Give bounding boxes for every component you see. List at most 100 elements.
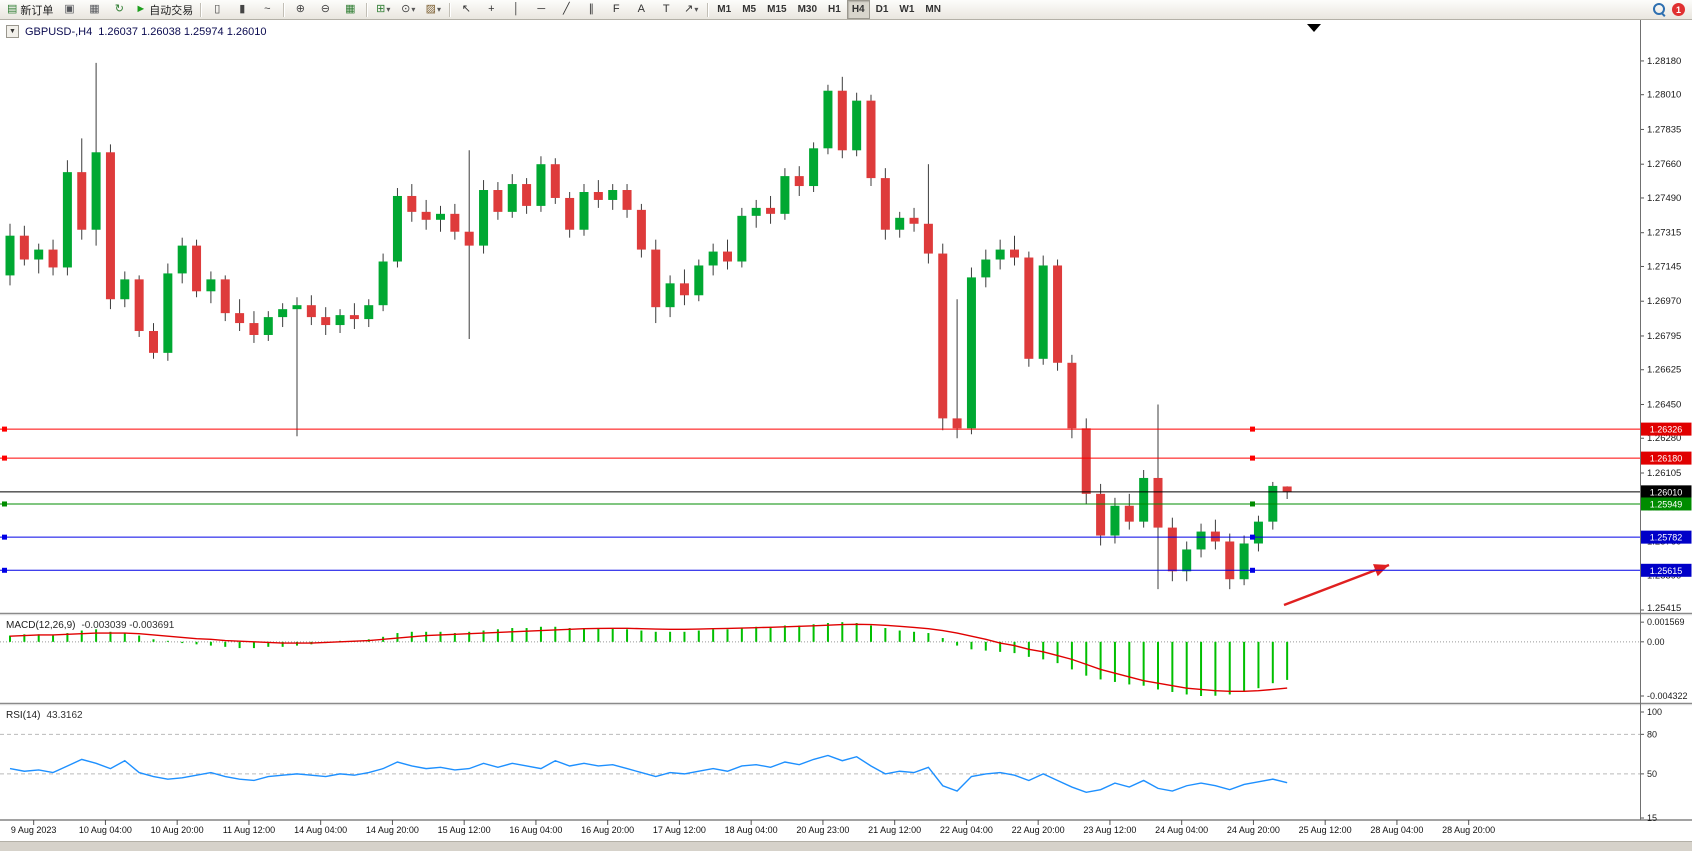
svg-text:24 Aug 04:00: 24 Aug 04:00 (1155, 825, 1208, 835)
rsi-layer: 100 80 50 15 (0, 707, 1662, 823)
svg-text:1.25415: 1.25415 (1647, 603, 1681, 614)
candlestick-chart-button[interactable]: ▮ (230, 0, 254, 19)
text-icon: A (637, 3, 645, 15)
resistance-line-1-badge (1640, 422, 1692, 436)
svg-text:9 Aug 2023: 9 Aug 2023 (11, 825, 57, 835)
levels-layer[interactable]: 1.26326 1.26180 1.26010 1.25949 1.25782 1.256… (0, 422, 1692, 577)
svg-text:20 Aug 23:00: 20 Aug 23:00 (796, 825, 849, 835)
frame-layer (0, 20, 1692, 820)
svg-text:15: 15 (1647, 813, 1657, 823)
svg-text:14 Aug 04:00: 14 Aug 04:00 (294, 825, 347, 835)
toolbar-right-icons: 1 (1652, 2, 1688, 17)
timeframe-m15-button[interactable]: M15 (767, 4, 787, 15)
svg-text:16 Aug 04:00: 16 Aug 04:00 (509, 825, 562, 835)
chart-title: ▼ GBPUSD-,H4 1.26037 1.26038 1.25974 1.2… (6, 25, 266, 38)
main-toolbar: ▤ 新订单 ▣ ▦ ↻ ► 自动交易 ▯ ▮ ~ ⊕ ⊖ ▦ ⊞ ▾ ⊙ ▾ ▨ ▾ ↖ + │ ─ ╱ ∥ F A T ↗ ▾ M1 M5 M… (0, 0, 1692, 20)
svg-text:16 Aug 20:00: 16 Aug 20:00 (581, 825, 634, 835)
refresh-icon: ↻ (114, 3, 125, 15)
axis-layer: 1.28180 1.28010 1.27835 1.27660 1.27490 1.273… (0, 56, 1692, 835)
horizontal-line-icon: ─ (537, 3, 546, 15)
svg-text:1.26010: 1.26010 (1650, 487, 1683, 497)
profiles-button[interactable]: ▦ (82, 0, 106, 19)
timeframe-mn-button[interactable]: MN (925, 4, 941, 15)
chart-windows-icon: ▣ (64, 3, 75, 15)
zoom-out-icon: ⊖ (320, 3, 330, 15)
vertical-line-button[interactable]: │ (504, 0, 528, 19)
crosshair-icon: + (488, 3, 495, 15)
autotrading-button[interactable]: ► 自动交易 (132, 0, 196, 19)
text-label-button[interactable]: T (654, 0, 678, 19)
line-chart-button[interactable]: ~ (255, 0, 279, 19)
arrows-tool-dropdown-icon[interactable]: ▾ (694, 5, 699, 14)
refresh-button[interactable]: ↻ (107, 0, 131, 19)
periods-icon: ⊙ (401, 3, 411, 15)
vertical-line-icon: │ (512, 3, 520, 15)
equidistant-channel-button[interactable]: ∥ (579, 0, 603, 19)
status-bar (0, 841, 1692, 851)
arrows-tool-button[interactable]: ↗ ▾ (679, 0, 703, 19)
timeframe-w1-button[interactable]: W1 (899, 4, 915, 15)
bar-chart-button[interactable]: ▯ (205, 0, 229, 19)
zoom-in-icon: ⊕ (295, 3, 305, 15)
svg-text:10 Aug 04:00: 10 Aug 04:00 (79, 825, 132, 835)
templates-icon: ▨ (425, 3, 436, 15)
svg-text:1.27145: 1.27145 (1647, 261, 1681, 272)
timeframe-h4-button[interactable]: H4 (846, 0, 870, 19)
fibonacci-icon: F (612, 3, 620, 15)
templates-button[interactable]: ▨ ▾ (421, 0, 445, 19)
chart-canvas[interactable]: 1.28180 1.28010 1.27835 1.27660 1.27490 1.273… (0, 20, 1692, 851)
timeframe-m1-button[interactable]: M1 (717, 4, 732, 15)
timeframe-h1-button[interactable]: H1 (828, 4, 841, 15)
templates-dropdown-icon[interactable]: ▾ (436, 5, 441, 14)
zoom-out-button[interactable]: ⊖ (313, 0, 337, 19)
new-order-label: 新订单 (20, 4, 54, 17)
indicators-dropdown-icon[interactable]: ▾ (386, 5, 391, 14)
trendline-icon: ╱ (562, 3, 570, 15)
svg-text:1.26970: 1.26970 (1647, 296, 1681, 307)
trendline-button[interactable]: ╱ (554, 0, 578, 19)
chart-expand-icon[interactable]: ▼ (6, 25, 19, 38)
toolbar-separator (283, 2, 285, 17)
svg-text:1.26180: 1.26180 (1650, 454, 1683, 464)
svg-text:1.25949: 1.25949 (1650, 499, 1683, 509)
text-label-icon: T (662, 3, 670, 15)
toolbar-separator (707, 2, 709, 17)
svg-text:80: 80 (1647, 729, 1657, 739)
svg-text:11 Aug 12:00: 11 Aug 12:00 (223, 825, 275, 835)
timeframe-m30-button[interactable]: M30 (797, 4, 818, 15)
rsi-panel-label: RSI(14) 43.3162 (6, 710, 83, 721)
support-line-blue-1-badge (1640, 530, 1692, 544)
new-order-button[interactable]: ▤ 新订单 (4, 0, 56, 19)
svg-text:50: 50 (1647, 769, 1657, 779)
horizontal-line-button[interactable]: ─ (529, 0, 553, 19)
svg-text:1.28180: 1.28180 (1647, 56, 1681, 67)
macd-indicator-values: -0.003039 -0.003691 (81, 620, 175, 631)
svg-text:18 Aug 04:00: 18 Aug 04:00 (725, 825, 778, 835)
tile-windows-button[interactable]: ▦ (338, 0, 362, 19)
svg-text:1.25782: 1.25782 (1650, 533, 1683, 543)
chart-windows-button[interactable]: ▣ (57, 0, 81, 19)
svg-text:24 Aug 20:00: 24 Aug 20:00 (1227, 825, 1280, 835)
fibonacci-button[interactable]: F (604, 0, 628, 19)
svg-text:17 Aug 12:00: 17 Aug 12:00 (653, 825, 706, 835)
search-icon[interactable] (1652, 2, 1667, 17)
svg-text:1.27835: 1.27835 (1647, 124, 1681, 135)
svg-text:1.26450: 1.26450 (1647, 399, 1681, 410)
svg-text:1.27315: 1.27315 (1647, 228, 1681, 239)
timeframe-m5-button[interactable]: M5 (742, 4, 757, 15)
indicators-icon: ⊞ (376, 3, 386, 15)
bid-price-line-badge (1640, 485, 1692, 499)
notification-badge[interactable]: 1 (1672, 3, 1685, 16)
cursor-button[interactable]: ↖ (454, 0, 478, 19)
timeframe-d1-button[interactable]: D1 (875, 4, 889, 15)
indicators-button[interactable]: ⊞ ▾ (371, 0, 395, 19)
periods-dropdown-icon[interactable]: ▾ (411, 5, 416, 14)
zoom-in-button[interactable]: ⊕ (288, 0, 312, 19)
svg-text:1.25615: 1.25615 (1650, 566, 1683, 576)
toolbar-separator (366, 2, 368, 17)
chart-ohlc-quote: 1.26037 1.26038 1.25974 1.26010 (98, 25, 267, 38)
text-button[interactable]: A (629, 0, 653, 19)
periods-button[interactable]: ⊙ ▾ (396, 0, 420, 19)
crosshair-button[interactable]: + (479, 0, 503, 19)
macd-indicator-name: MACD(12,26,9) (6, 620, 76, 631)
